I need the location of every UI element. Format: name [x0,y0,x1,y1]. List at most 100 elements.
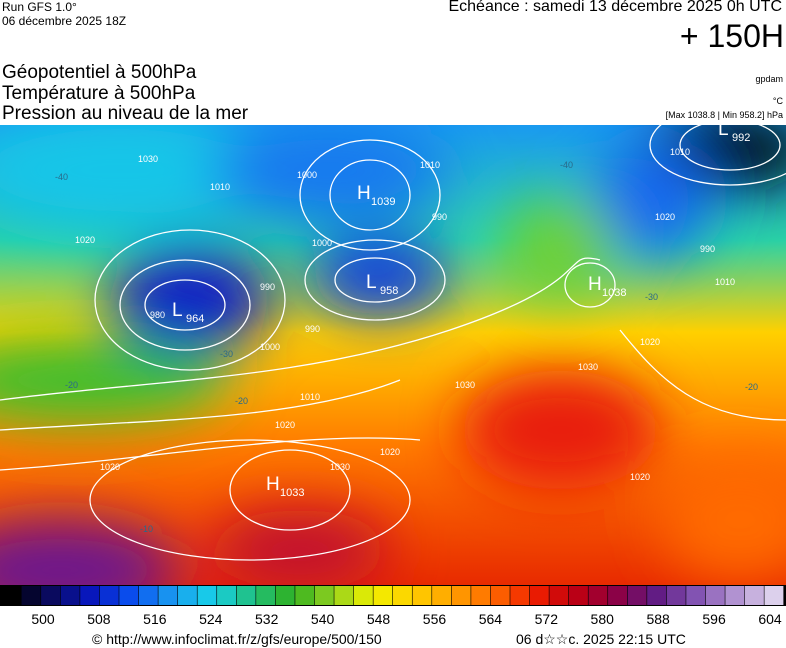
center-letter: L [172,300,183,321]
colorbar-cell [2,586,21,605]
colorbar-cell [647,586,667,605]
isobar-label: 1030 [138,154,158,164]
center-value: 1039 [371,196,395,208]
colorbar-label: 540 [311,611,335,627]
isobar-label: 1020 [275,420,295,430]
isobar-label: 1020 [655,212,675,222]
isobar-label: 1020 [75,235,95,245]
isobar-label: 1010 [300,392,320,402]
colorbar-label: 524 [199,611,223,627]
colorbar-label: 508 [87,611,111,627]
colorbar-cell [588,586,608,605]
colorbar-cell [744,586,764,605]
footer-date: 06 d☆☆c. 2025 22:15 UTC [516,631,686,647]
colorbar-cell [138,586,158,605]
temp-label: -30 [645,292,658,302]
colorbar-cell [60,586,80,605]
colorbar-label: 604 [758,611,782,627]
colorbar-label: 548 [367,611,391,627]
temp-label: -40 [55,172,68,182]
layer: Géopotentiel à 500hPa [2,62,197,83]
layer: Pression au niveau de la mer [2,103,249,124]
colorbar-label: 588 [646,611,670,627]
isobar-label: 1020 [630,472,650,482]
colorbar-label: 596 [702,611,726,627]
colorbar-cell [158,586,178,605]
colorbar-cell [529,586,549,605]
colorbar-cell [666,586,686,605]
colorbar-label: 532 [255,611,279,627]
valid-time: Echéance : samedi 13 décembre 2025 0h UT… [448,0,782,15]
isobar-label: 1010 [670,147,690,157]
layer: Température à 500hPa [2,83,196,104]
temp-label: -20 [65,380,78,390]
temp-label: -30 [220,349,233,359]
isobar-label: 990 [260,282,275,292]
center-letter: L [718,119,729,140]
isobar-label: 1020 [100,462,120,472]
colorbar-cell [197,586,217,605]
colorbar-label: 500 [31,611,55,627]
isobar-label: 1030 [455,380,475,390]
colorbar-cell [80,586,100,605]
isobars [0,125,786,561]
isobar-label: 1000 [312,238,332,248]
colorbar-cell [393,586,412,605]
colorbar-cell [295,586,315,605]
unit: °C [772,96,783,106]
isobar-label: 1030 [330,462,350,472]
isobar-label: 990 [432,212,447,222]
colorbar-cell [471,586,491,605]
colorbar-cell [627,586,647,605]
center-letter: H [357,183,371,204]
colorbar-label: 556 [423,611,447,627]
colorbar-cell [549,586,569,605]
isobar-label: 990 [700,244,715,254]
unit: gpdam [755,74,783,84]
colorbar-cell [451,586,471,605]
colorbar-cell [21,586,41,605]
colorbar-cell [275,586,295,605]
run-date: 06 décembre 2025 18Z [2,14,127,28]
temp-label: -20 [745,382,758,392]
colorbar-label: 516 [143,611,167,627]
colorbar-cell [412,586,432,605]
colorbar-cell [373,586,393,605]
center-value: 958 [380,285,398,297]
temp-label: -40 [560,160,573,170]
center-value: 1038 [602,287,626,299]
center-value: 992 [732,132,750,144]
temp-label: -20 [235,396,248,406]
colorbar-cell [432,586,452,605]
isobar-label: 1010 [210,182,230,192]
colorbar-cell [99,586,119,605]
isobar-label: 990 [305,324,320,334]
footer-url: © http://www.infoclimat.fr/z/gfs/europe/… [92,631,382,647]
colorbar-cell [177,586,197,605]
isobar-label: 1030 [578,362,598,372]
colorbar-cell [41,586,61,605]
colorbar-cell [236,586,256,605]
colorbar-cell [608,586,627,605]
colorbar-cell [119,586,139,605]
isobar-label: 1020 [380,447,400,457]
lead-time: + 150H [679,18,784,54]
center-letter: H [266,474,280,495]
colorbar-cell [217,586,236,605]
colorbar-cell [353,586,373,605]
colorbar-cell [490,586,510,605]
field [0,125,786,585]
colorbar-label: 564 [479,611,503,627]
isobar-label: 1020 [640,337,660,347]
isobar-label: 1000 [260,342,280,352]
temp-label: -10 [140,524,153,534]
colorbar-cell [256,586,276,605]
colorbar-label: 580 [591,611,615,627]
isobar-label: 980 [150,310,165,320]
center-value: 964 [186,313,204,325]
colorbar-cell [686,586,706,605]
colorbar-label: 572 [535,611,559,627]
run: Run GFS 1.0° [2,0,77,14]
